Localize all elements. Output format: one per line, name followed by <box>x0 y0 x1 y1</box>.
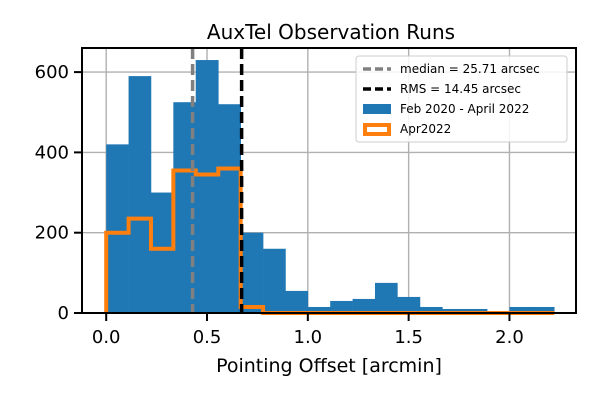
histogram-bar <box>218 104 241 313</box>
histogram-bar <box>509 306 533 313</box>
legend-outline-swatch <box>363 123 391 136</box>
x-tick-label: 0.0 <box>92 327 121 348</box>
histogram-bar <box>263 248 286 313</box>
legend-label: Apr2022 <box>400 122 451 136</box>
histogram-bar <box>195 60 219 313</box>
legend: median = 25.71 arcsec RMS = 14.45 arcsec F… <box>355 55 568 143</box>
histogram-bar <box>307 306 331 313</box>
legend-label: Feb 2020 - April 2022 <box>400 102 529 116</box>
y-tick-label: 400 <box>35 142 69 163</box>
histogram-bar <box>128 76 152 313</box>
histogram-bar <box>442 308 465 313</box>
y-tick-label: 0 <box>58 303 69 324</box>
histogram-bar <box>285 290 309 313</box>
legend-patch-swatch <box>363 104 391 114</box>
axis-ticks: 0.0 0.5 1.0 1.5 2.0 0 200 400 600 <box>35 62 524 348</box>
x-tick-label: 2.0 <box>495 327 524 348</box>
chart-title: AuxTel Observation Runs <box>207 20 455 44</box>
legend-label: median = 25.71 arcsec <box>400 62 540 76</box>
reference-lines <box>190 48 244 313</box>
histogram-bar <box>330 300 353 313</box>
histogram-bar <box>419 306 443 313</box>
histogram-bars <box>106 60 555 313</box>
histogram-bar <box>464 308 488 313</box>
histogram-bar <box>150 192 174 313</box>
histogram-bar <box>173 102 197 313</box>
histogram-bar <box>397 296 421 313</box>
y-tick-label: 600 <box>35 62 69 83</box>
x-tick-label: 1.0 <box>294 327 323 348</box>
x-axis-label: Pointing Offset [arcmin] <box>216 355 442 377</box>
plot-frame <box>81 47 577 314</box>
y-tick-label: 200 <box>35 223 69 244</box>
histogram-bar <box>374 282 398 313</box>
histogram-bar <box>531 306 555 313</box>
legend-label: RMS = 14.45 arcsec <box>400 82 521 96</box>
legend-box <box>355 55 568 143</box>
histogram-bar <box>352 298 376 313</box>
x-tick-label: 1.5 <box>394 327 423 348</box>
histogram-bar <box>106 144 129 313</box>
histogram-bar <box>240 232 264 313</box>
x-tick-label: 0.5 <box>193 327 222 348</box>
